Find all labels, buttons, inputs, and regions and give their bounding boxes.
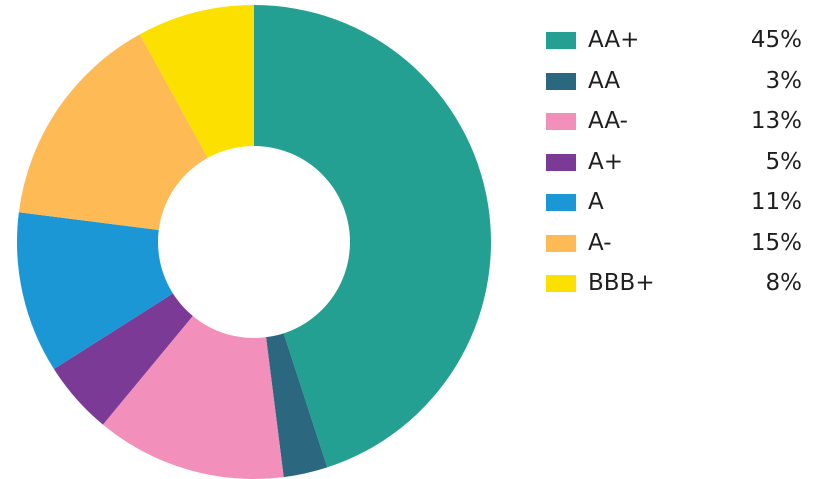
donut-plot: [16, 5, 491, 479]
legend-item-a: A 11%: [540, 184, 810, 225]
legend-value: 3%: [765, 67, 803, 94]
legend-item-aa-plus: AA+ 45%: [540, 22, 810, 63]
legend: AA+ 45% AA 3% AA- 13% A+ 5% A 11% A- 15% BBB+ 8%: [540, 22, 810, 306]
legend-item-bbb-plus: BBB+ 8%: [540, 265, 810, 306]
legend-swatch: [546, 32, 576, 49]
donut-hole: [158, 146, 350, 338]
legend-item-aa: AA 3%: [540, 63, 810, 104]
legend-label: AA+: [588, 27, 640, 53]
legend-swatch: [546, 153, 576, 171]
legend-label: A-: [588, 229, 612, 256]
legend-value: 8%: [765, 270, 803, 296]
legend-swatch: [546, 234, 576, 252]
legend-label: AA-: [588, 108, 628, 134]
legend-value: 11%: [750, 189, 802, 215]
legend-swatch: [546, 113, 576, 130]
legend-item-a-plus: A+ 5%: [540, 144, 810, 185]
legend-item-aa-minus: AA- 13%: [540, 103, 810, 144]
legend-value: 13%: [750, 108, 802, 134]
legend-value: 45%: [750, 27, 802, 53]
legend-label: A: [588, 189, 604, 215]
legend-swatch: [546, 194, 576, 211]
legend-swatch: [546, 72, 576, 90]
legend-label: AA: [588, 67, 621, 94]
legend-swatch: [546, 275, 576, 292]
legend-label: BBB+: [588, 270, 655, 296]
slice-aa-plus: [254, 5, 491, 468]
legend-label: A+: [588, 148, 624, 175]
legend-item-a-minus: A- 15%: [540, 225, 810, 266]
legend-value: 15%: [750, 229, 802, 256]
legend-value: 5%: [765, 148, 803, 175]
